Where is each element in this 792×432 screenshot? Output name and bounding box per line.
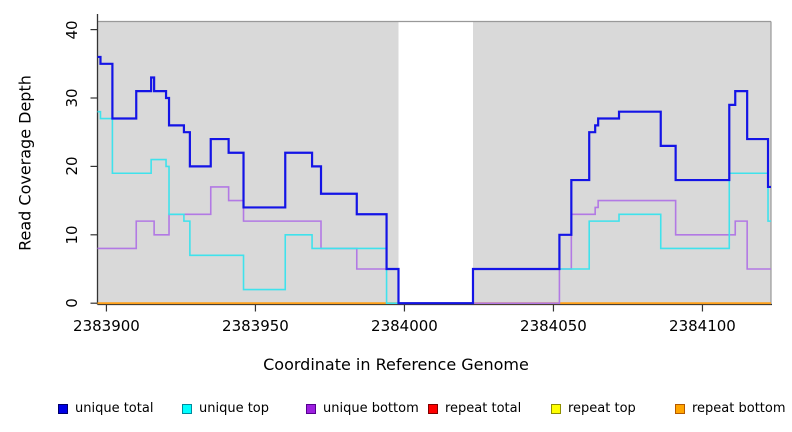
- step-line-unique-bottom: [97, 186, 771, 304]
- step-line-unique-total: [97, 55, 771, 305]
- legend-swatch-icon: [306, 403, 316, 414]
- legend-label: repeat bottom: [692, 401, 786, 416]
- x-tick-label: 2384050: [520, 317, 587, 335]
- y-tick-label: 10: [63, 225, 81, 245]
- legend-item-unique-total: unique total: [58, 401, 153, 416]
- covered-region-band: [97, 21, 399, 305]
- legend-label: unique top: [199, 401, 270, 416]
- legend-swatch-icon: [675, 403, 685, 414]
- y-tick-label: 30: [63, 88, 81, 108]
- legend-item-repeat-bottom: repeat bottom: [675, 401, 786, 416]
- y-tick-label: 40: [63, 20, 81, 40]
- legend-swatch-icon: [428, 403, 438, 414]
- legend-label: repeat total: [445, 401, 522, 416]
- x-tick-label: 2384100: [669, 317, 736, 335]
- legend-label: unique total: [75, 401, 154, 416]
- y-tick-label: 0: [63, 298, 81, 308]
- legend-label: unique bottom: [323, 401, 419, 416]
- y-axis-title: Read Coverage Depth: [15, 75, 35, 251]
- legend-swatch-icon: [58, 403, 68, 414]
- x-tick-label: 2384000: [371, 317, 438, 335]
- legend-item-unique-bottom: unique bottom: [306, 401, 419, 416]
- covered-region-band: [472, 21, 771, 305]
- step-line-unique-top: [97, 110, 771, 304]
- x-tick-label: 2383950: [222, 317, 289, 335]
- legend-label: repeat top: [568, 401, 636, 416]
- legend-swatch-icon: [551, 403, 561, 414]
- x-tick-label: 2383900: [73, 317, 140, 335]
- legend-item-unique-top: unique top: [182, 401, 269, 416]
- legend-swatch-icon: [182, 403, 192, 414]
- legend-item-repeat-top: repeat top: [551, 401, 636, 416]
- legend-item-repeat-total: repeat total: [428, 401, 521, 416]
- x-axis-title: Coordinate in Reference Genome: [263, 355, 529, 374]
- y-tick-label: 20: [63, 156, 81, 176]
